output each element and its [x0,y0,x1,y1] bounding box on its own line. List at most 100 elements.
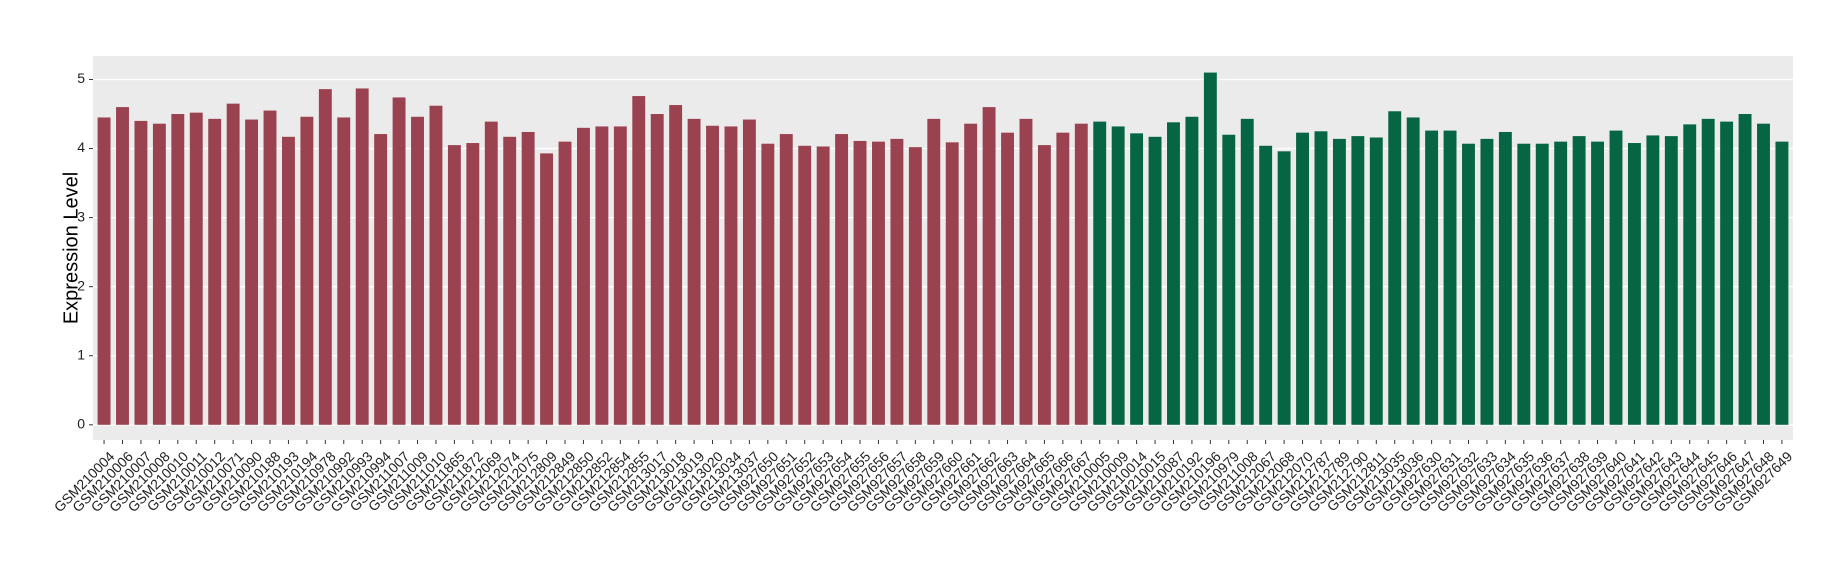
bar [226,103,240,425]
bar [189,112,203,425]
bar [1757,123,1770,425]
bar [1240,118,1254,425]
bar [245,119,259,425]
bar [650,114,664,425]
bar [1720,121,1734,425]
bar [558,141,572,425]
bar [853,140,867,425]
bar [1351,136,1365,425]
bar [1388,111,1402,425]
bar [447,145,461,425]
bar [1093,121,1107,425]
y-tick-label: 0 [77,416,85,432]
bar [540,153,554,425]
bar [1462,143,1475,425]
bar [779,134,793,425]
bar [1572,136,1586,425]
bar [1480,138,1494,425]
bar [927,118,941,425]
bar [134,120,148,425]
bar [982,107,996,425]
bar [632,96,646,425]
bar [1775,141,1789,425]
bar [411,116,424,425]
bar [171,114,185,425]
bar [724,126,738,425]
bar [964,123,978,425]
y-tick-label: 4 [77,139,85,155]
bar [872,141,885,425]
bar [761,143,775,425]
y-tick-label: 3 [77,208,85,224]
bar [1664,136,1678,425]
bar [945,142,959,425]
bar [1056,132,1070,425]
bar [1627,143,1641,425]
bar [152,123,166,425]
bar [116,107,129,425]
bar [1609,130,1623,425]
bar [1517,143,1531,425]
bar [1683,124,1697,425]
bar [355,88,369,425]
bar [1591,141,1605,425]
bar [466,143,480,425]
bar [687,118,701,425]
bar [1222,134,1236,425]
bar [300,116,314,425]
bar [1277,151,1291,425]
bar [1646,135,1660,425]
bar [1148,136,1162,425]
bar [281,136,295,425]
bar [1498,131,1512,425]
bar [890,138,904,425]
bar [1167,122,1180,425]
bar [392,97,406,425]
y-tick-label: 1 [77,346,85,362]
bar [1296,132,1309,425]
bar [595,126,609,425]
bar [1554,141,1568,425]
bar [1332,138,1346,425]
bar [1019,118,1033,425]
bar [816,146,830,425]
bar [613,126,627,425]
bar [1314,131,1328,425]
bar [1203,72,1217,425]
bar [429,105,443,425]
bar [1369,137,1383,425]
bar [337,117,351,425]
bar [1111,126,1125,425]
bar [263,110,277,425]
bar [1037,145,1051,425]
bar [1074,123,1088,425]
bar [1738,114,1752,425]
y-axis-label: Expression Level [60,172,82,324]
bar [503,136,517,425]
bar [374,134,388,425]
bar [577,127,590,425]
bar [1001,132,1014,425]
bar [706,125,719,425]
bar [1701,118,1715,425]
bar [521,131,535,425]
bar [798,145,812,425]
bar [1406,117,1420,425]
bar [908,147,922,425]
bar [742,119,756,425]
bar [208,118,222,425]
bar [1259,145,1273,425]
bar [1130,133,1144,425]
bar [669,105,683,425]
bar [97,117,111,425]
y-tick-label: 5 [77,70,85,86]
bar [835,134,849,425]
y-tick-label: 2 [77,277,85,293]
bar [1425,130,1439,425]
bar [1443,130,1457,425]
bar [1535,143,1549,425]
bar [1185,116,1199,425]
bar [318,89,332,425]
bar [484,121,498,425]
